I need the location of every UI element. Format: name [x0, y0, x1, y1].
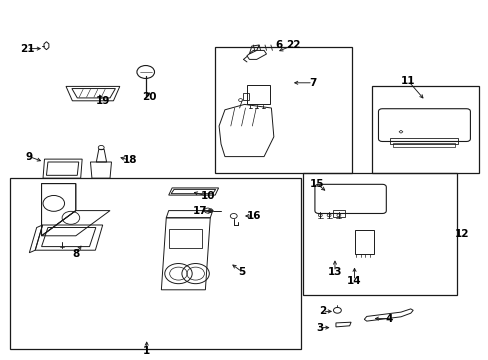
- Text: 11: 11: [400, 76, 415, 86]
- Text: 8: 8: [72, 249, 79, 259]
- Bar: [10, 178, 300, 349]
- Bar: [303, 173, 456, 295]
- Text: 14: 14: [346, 276, 361, 286]
- Text: 15: 15: [309, 179, 324, 189]
- Text: 10: 10: [200, 191, 215, 201]
- Text: 21: 21: [20, 44, 34, 54]
- Bar: [246, 85, 270, 104]
- Text: 1: 1: [143, 346, 150, 356]
- Bar: [215, 47, 351, 173]
- Text: 3: 3: [316, 323, 323, 333]
- Bar: [243, 93, 248, 100]
- Text: 19: 19: [95, 96, 110, 106]
- Text: 16: 16: [246, 211, 261, 221]
- Text: 17: 17: [193, 206, 207, 216]
- Bar: [389, 138, 457, 144]
- Text: 5: 5: [238, 267, 245, 277]
- Bar: [371, 86, 478, 173]
- Text: 18: 18: [122, 155, 137, 165]
- Text: 20: 20: [142, 92, 156, 102]
- Text: 22: 22: [285, 40, 300, 50]
- Text: 9: 9: [26, 152, 33, 162]
- Text: 2: 2: [319, 306, 325, 316]
- Text: 6: 6: [275, 40, 282, 50]
- Bar: [332, 210, 344, 217]
- Bar: [168, 229, 202, 248]
- Text: 7: 7: [308, 78, 316, 88]
- Text: 12: 12: [454, 229, 468, 239]
- Bar: [354, 230, 373, 254]
- Text: 13: 13: [327, 267, 342, 277]
- Bar: [392, 143, 454, 147]
- Text: 4: 4: [384, 314, 392, 324]
